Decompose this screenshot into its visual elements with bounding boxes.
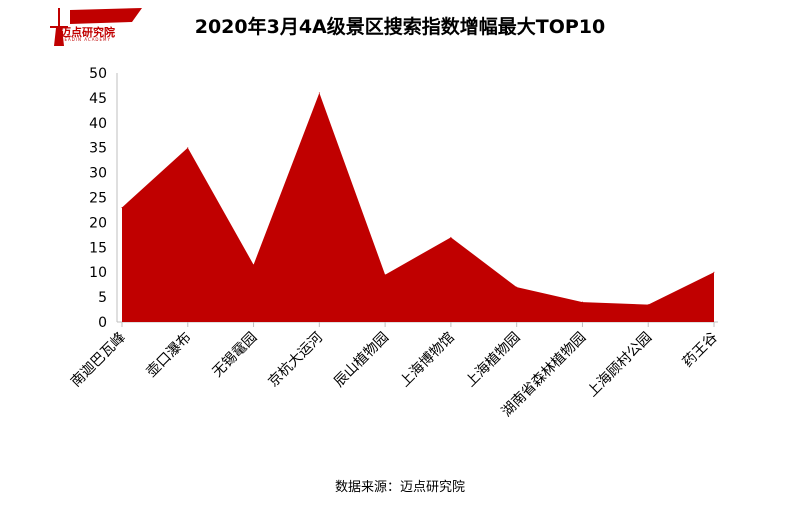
- x-tick-label: 上海植物园: [463, 330, 524, 391]
- chart-title: 2020年3月4A级景区搜索指数增幅最大TOP10: [194, 16, 606, 38]
- y-tick-label: 45: [89, 91, 107, 107]
- y-tick-label: 40: [89, 116, 107, 132]
- y-tick-label: 10: [89, 265, 107, 281]
- data-point: [384, 274, 386, 276]
- data-point: [713, 271, 715, 273]
- x-tick-label: 辰山植物园: [331, 330, 392, 391]
- series-area-0: [122, 92, 714, 322]
- y-tick-label: 0: [98, 315, 107, 331]
- data-point: [253, 264, 255, 266]
- data-point: [187, 147, 189, 149]
- data-point: [121, 206, 123, 208]
- y-tick-label: 50: [89, 66, 107, 82]
- x-tick-label: 无锡鼋园: [209, 330, 260, 381]
- x-tick-label: 上海博物馆: [396, 329, 458, 391]
- x-tick-label: 壶口瀑布: [144, 330, 195, 381]
- data-point: [318, 92, 320, 94]
- meadin-logo: [50, 8, 142, 46]
- x-tick-label: 京杭大运河: [265, 330, 326, 391]
- x-tick-label: 药王谷: [680, 330, 721, 371]
- logo-text: 迈点研究院: [60, 26, 115, 39]
- y-tick-label: 20: [89, 215, 107, 231]
- y-tick-label: 35: [89, 141, 107, 157]
- data-point: [581, 301, 583, 303]
- logo-subtext: MEADIN ACADEMY: [60, 37, 111, 42]
- data-point: [647, 304, 649, 306]
- y-tick-label: 5: [98, 290, 107, 306]
- logo-banner: [70, 8, 142, 24]
- y-tick-label: 25: [89, 191, 107, 207]
- data-source-note: 数据来源：迈点研究院: [334, 480, 465, 495]
- x-tick-label: 南迦巴瓦峰: [68, 330, 129, 391]
- lighthouse-icon: [50, 8, 68, 46]
- y-tick-label: 15: [89, 240, 107, 256]
- data-point: [516, 286, 518, 288]
- x-tick-label: 上海顾村公园: [584, 330, 655, 401]
- y-tick-label: 30: [89, 166, 107, 182]
- data-point: [450, 236, 452, 238]
